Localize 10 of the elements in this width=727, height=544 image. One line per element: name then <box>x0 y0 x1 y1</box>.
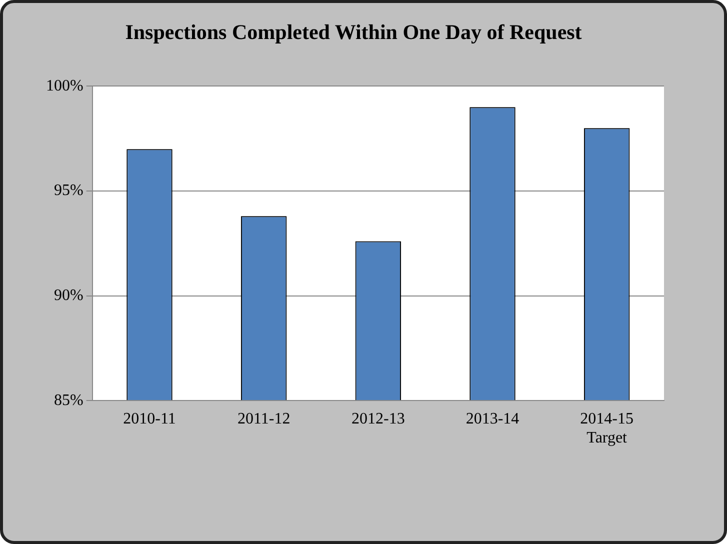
y-tick-label: 90% <box>54 287 84 304</box>
x-tick-label: 2012-13 <box>352 410 405 428</box>
chart-title: Inspections Completed Within One Day of Request <box>125 20 582 44</box>
x-tick-label: 2010-11 <box>123 410 176 428</box>
x-tick-label: 2014-15 Target <box>580 410 634 447</box>
y-tick-label: 95% <box>54 182 84 200</box>
y-tick-label: 100% <box>46 77 84 94</box>
y-tick-label: 85% <box>54 392 84 409</box>
x-tick-label: 2011-12 <box>237 410 290 428</box>
x-tick-label: 2013-14 <box>466 410 520 428</box>
